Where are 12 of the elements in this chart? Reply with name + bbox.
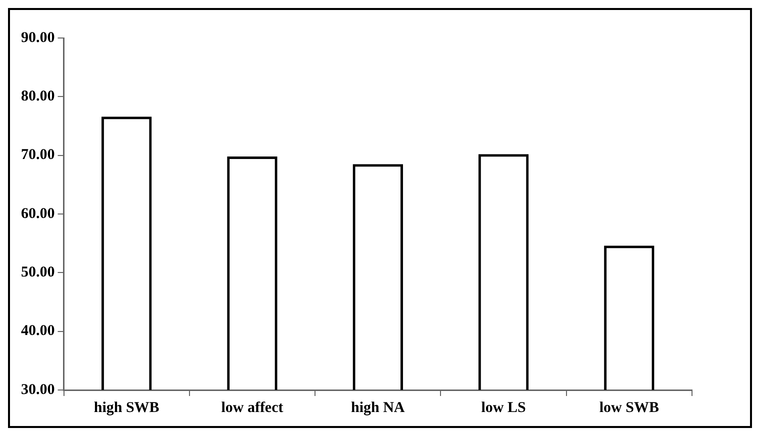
x-tick-label: high SWB [94,400,160,416]
y-tick-label: 60.00 [21,206,55,222]
x-tick-label: low LS [481,400,526,416]
y-tick-label: 70.00 [21,147,55,164]
y-tick-label: 50.00 [21,264,55,281]
y-tick-label: 90.00 [21,30,55,46]
x-tick-label: high NA [350,400,405,416]
x-tick-label: low SWB [599,400,659,416]
x-tick-label: low affect [221,400,284,416]
y-tick-label: 80.00 [21,88,55,105]
y-tick-label: 30.00 [21,382,55,398]
y-tick-label: 40.00 [21,323,55,340]
